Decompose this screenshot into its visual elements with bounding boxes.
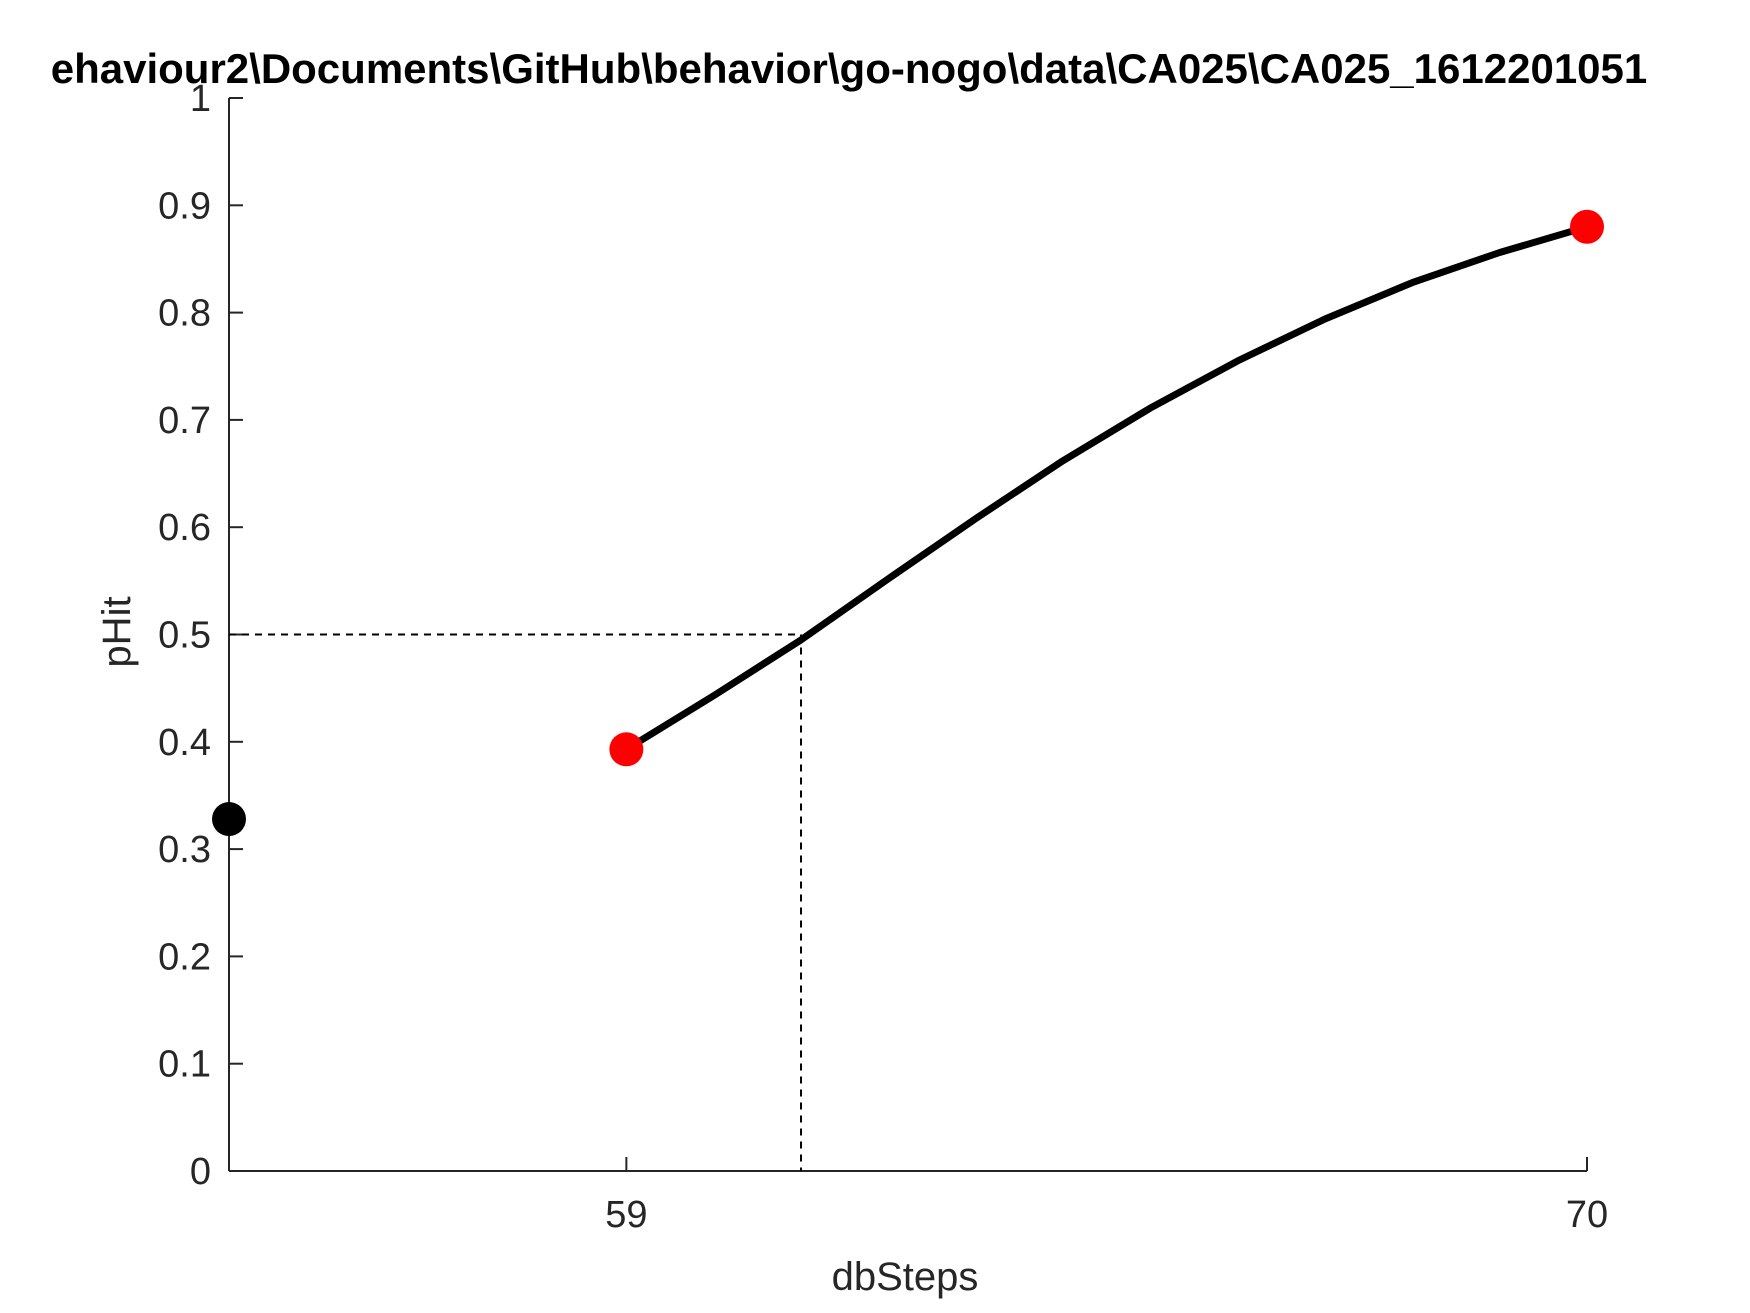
data-point-black	[212, 802, 246, 837]
data-point-red	[1570, 209, 1604, 244]
chart-title: ehaviour2\Documents\GitHub\behavior\go-n…	[51, 45, 1648, 92]
y-tick-label: 0.8	[158, 293, 211, 335]
y-tick-label: 0.7	[158, 400, 211, 442]
x-tick-label: 59	[605, 1194, 647, 1236]
y-tick-label: 0.3	[158, 829, 211, 871]
y-tick-label: 0.4	[158, 722, 211, 764]
plot-area: 0 0.1 0.2 0.3 0.4 0.5 0.6 0.7 0.8 0.9 1 59 70	[158, 78, 1608, 1236]
y-tick-label: 0.5	[158, 615, 211, 657]
x-tick-label: 70	[1566, 1194, 1608, 1236]
y-tick-label: 0.6	[158, 507, 211, 549]
y-tick-label: 1	[190, 78, 211, 120]
y-tick-label: 0.1	[158, 1044, 211, 1086]
fit-curve	[622, 223, 1591, 753]
y-tick-label: 0.2	[158, 936, 211, 978]
y-axis-label: pHit	[95, 596, 139, 667]
y-tick-label: 0	[190, 1151, 211, 1193]
data-point-red	[609, 732, 644, 767]
x-axis-label: dbSteps	[832, 1255, 979, 1299]
y-tick-label: 0.9	[158, 185, 211, 227]
